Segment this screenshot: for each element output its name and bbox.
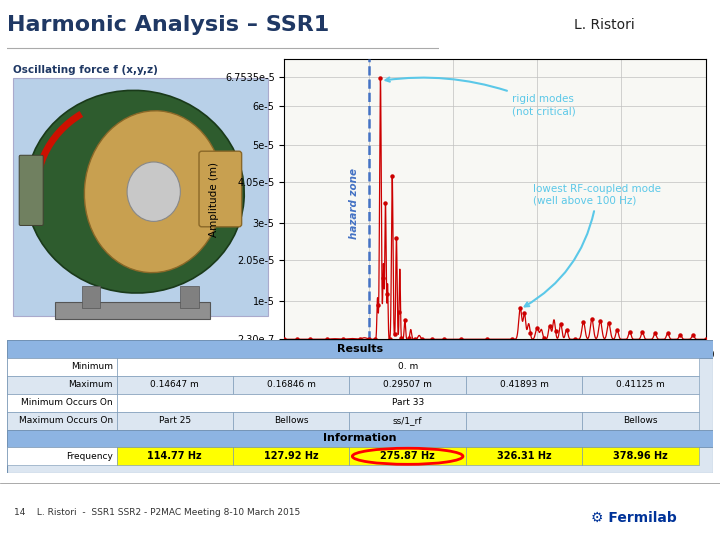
FancyBboxPatch shape bbox=[199, 151, 242, 227]
Text: Bellows: Bellows bbox=[274, 416, 308, 425]
FancyBboxPatch shape bbox=[233, 447, 349, 465]
FancyBboxPatch shape bbox=[7, 376, 117, 394]
FancyBboxPatch shape bbox=[7, 394, 117, 411]
Text: 0.29507 m: 0.29507 m bbox=[383, 380, 432, 389]
FancyBboxPatch shape bbox=[117, 411, 233, 429]
FancyBboxPatch shape bbox=[117, 358, 698, 376]
Text: 0.41125 m: 0.41125 m bbox=[616, 380, 665, 389]
Text: Part 33: Part 33 bbox=[392, 398, 424, 407]
FancyBboxPatch shape bbox=[582, 376, 698, 394]
FancyBboxPatch shape bbox=[582, 447, 698, 465]
Ellipse shape bbox=[26, 90, 244, 293]
FancyBboxPatch shape bbox=[117, 394, 698, 411]
Y-axis label: Amplitude (m): Amplitude (m) bbox=[210, 163, 220, 237]
FancyBboxPatch shape bbox=[7, 447, 117, 465]
Text: 378.96 Hz: 378.96 Hz bbox=[613, 451, 668, 461]
Text: 127.92 Hz: 127.92 Hz bbox=[264, 451, 318, 461]
Text: Part 25: Part 25 bbox=[158, 416, 191, 425]
FancyBboxPatch shape bbox=[349, 376, 466, 394]
Text: 114.77 Hz: 114.77 Hz bbox=[148, 451, 202, 461]
FancyBboxPatch shape bbox=[55, 302, 210, 319]
Text: Oscillating force f (x,y,z): Oscillating force f (x,y,z) bbox=[12, 65, 158, 75]
Text: hazard zone: hazard zone bbox=[348, 168, 359, 239]
Text: ⚙ Fermilab: ⚙ Fermilab bbox=[590, 511, 677, 525]
Text: 326.31 Hz: 326.31 Hz bbox=[497, 451, 552, 461]
Ellipse shape bbox=[127, 162, 181, 221]
FancyBboxPatch shape bbox=[349, 447, 466, 465]
FancyBboxPatch shape bbox=[466, 411, 582, 429]
FancyBboxPatch shape bbox=[7, 340, 713, 472]
Text: L. Ristori: L. Ristori bbox=[575, 18, 635, 32]
Text: 14    L. Ristori  -  SSR1 SSR2 - P2MAC Meeting 8-10 March 2015: 14 L. Ristori - SSR1 SSR2 - P2MAC Meetin… bbox=[14, 508, 301, 517]
FancyBboxPatch shape bbox=[466, 376, 582, 394]
Text: 0.14647 m: 0.14647 m bbox=[150, 380, 199, 389]
FancyBboxPatch shape bbox=[582, 411, 698, 429]
FancyBboxPatch shape bbox=[181, 286, 199, 308]
FancyBboxPatch shape bbox=[7, 358, 117, 376]
Text: Results: Results bbox=[337, 344, 383, 354]
Text: Minimum Occurs On: Minimum Occurs On bbox=[22, 398, 113, 407]
Text: rigid modes
(not critical): rigid modes (not critical) bbox=[385, 78, 575, 116]
FancyBboxPatch shape bbox=[233, 376, 349, 394]
FancyBboxPatch shape bbox=[19, 156, 43, 226]
Text: Maximum Occurs On: Maximum Occurs On bbox=[19, 416, 113, 425]
Text: Frequency: Frequency bbox=[66, 452, 113, 461]
Text: lowest RF-coupled mode
(well above 100 Hz): lowest RF-coupled mode (well above 100 H… bbox=[525, 184, 661, 306]
Text: Bellows: Bellows bbox=[624, 416, 658, 425]
FancyBboxPatch shape bbox=[117, 447, 233, 465]
Text: 275.87 Hz: 275.87 Hz bbox=[380, 451, 435, 461]
Text: 0.16846 m: 0.16846 m bbox=[267, 380, 315, 389]
Text: 0.41893 m: 0.41893 m bbox=[500, 380, 549, 389]
FancyBboxPatch shape bbox=[466, 447, 582, 465]
X-axis label: Frequency (Hz): Frequency (Hz) bbox=[453, 366, 537, 375]
FancyBboxPatch shape bbox=[117, 376, 233, 394]
FancyBboxPatch shape bbox=[7, 340, 713, 358]
Text: Minimum: Minimum bbox=[71, 362, 113, 372]
Text: ss/1_rf: ss/1_rf bbox=[393, 416, 423, 425]
FancyBboxPatch shape bbox=[12, 78, 269, 316]
FancyBboxPatch shape bbox=[7, 411, 117, 429]
FancyBboxPatch shape bbox=[7, 429, 713, 447]
Text: Information: Information bbox=[323, 434, 397, 443]
FancyBboxPatch shape bbox=[349, 411, 466, 429]
Text: Maximum: Maximum bbox=[68, 380, 113, 389]
Text: 0. m: 0. m bbox=[397, 362, 418, 372]
FancyBboxPatch shape bbox=[82, 286, 101, 308]
Ellipse shape bbox=[84, 111, 223, 273]
FancyBboxPatch shape bbox=[233, 411, 349, 429]
Text: Harmonic Analysis – SSR1: Harmonic Analysis – SSR1 bbox=[7, 15, 330, 35]
